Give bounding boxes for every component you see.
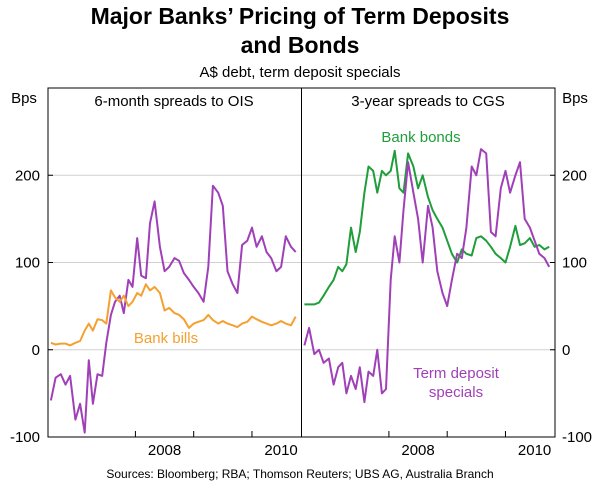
chart-title-line-2: and Bonds <box>241 32 360 58</box>
panel-title-right: 3-year spreads to CGS <box>351 93 504 110</box>
x-tick-label-panel2-2010: 2010 <box>518 442 551 459</box>
y-tick-label-left-100: 100 <box>15 255 40 272</box>
label-bank-bonds: Bank bonds <box>381 129 460 146</box>
chart-subtitle: A$ debt, term deposit specials <box>200 64 401 81</box>
y-tick-label-right-0: 0 <box>562 342 570 359</box>
y-tick-label-right--100: -100 <box>562 429 592 446</box>
y-tick-label-left-0: 0 <box>32 342 40 359</box>
label-term-deposit: Term deposit <box>413 365 500 382</box>
series-line-panel1-term-deposit-specials <box>49 184 297 434</box>
source-note: Sources: Bloomberg; RBA; Thomson Reuters… <box>106 467 493 481</box>
y-unit-left: Bps <box>11 90 37 107</box>
label-specials: specials <box>429 384 483 401</box>
y-tick-label-left-200: 200 <box>15 167 40 184</box>
series-line-panel2-term-deposit-specials <box>303 148 551 404</box>
series-line-panel1-bank-bills <box>50 283 297 347</box>
y-tick-label-right-200: 200 <box>562 167 587 184</box>
x-tick-label-panel1-2010: 2010 <box>264 442 297 459</box>
chart-title-line-1: Major Banks’ Pricing of Term Deposits <box>91 3 510 29</box>
y-tick-label-left--100: -100 <box>10 429 40 446</box>
y-unit-right: Bps <box>562 90 588 107</box>
y-tick-label-right-100: 100 <box>562 255 587 272</box>
x-tick-label-panel2-2008: 2008 <box>401 442 434 459</box>
series-group <box>49 148 551 434</box>
x-tick-label-panel1-2008: 2008 <box>148 442 181 459</box>
label-bank-bills: Bank bills <box>134 330 198 347</box>
series-line-panel2-bank-bonds <box>304 149 550 306</box>
panel-title-left: 6-month spreads to OIS <box>94 93 253 110</box>
